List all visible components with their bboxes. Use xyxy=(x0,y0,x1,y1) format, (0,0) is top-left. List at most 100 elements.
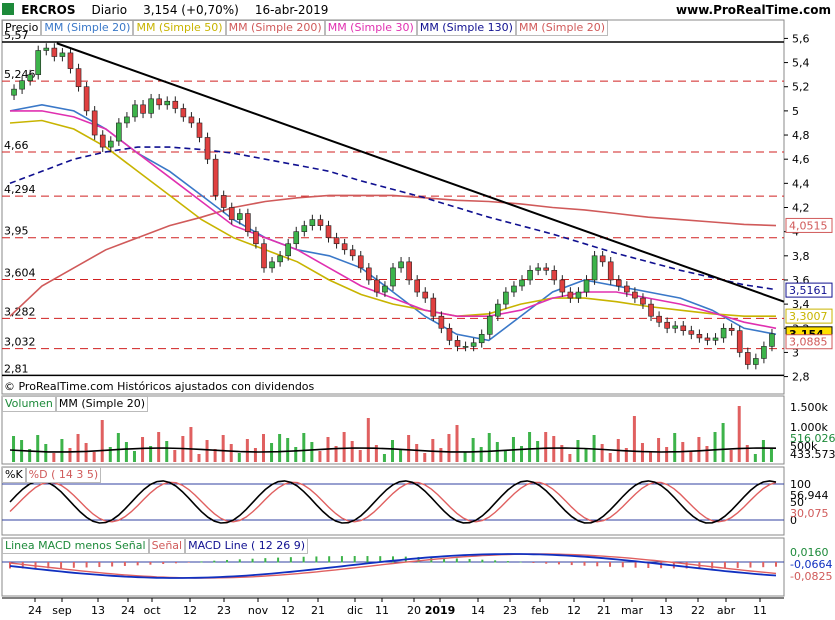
candle-body xyxy=(83,86,90,112)
candle-body xyxy=(753,358,759,365)
volume-bar xyxy=(737,406,741,462)
price-tag-label: 4,0515 xyxy=(789,219,828,232)
volume-bar xyxy=(84,443,88,462)
candle-body xyxy=(107,140,114,148)
candle-body xyxy=(688,330,695,335)
candle-body xyxy=(382,285,388,293)
volume-bar xyxy=(302,433,306,462)
macd-signal-legend-item[interactable]: Señal xyxy=(148,538,186,554)
macd-hist-bar xyxy=(60,562,63,569)
stoch-k-legend-item[interactable]: %K xyxy=(2,467,26,483)
macd-signal-line xyxy=(9,553,777,579)
volume-bar xyxy=(479,447,483,462)
candle-body xyxy=(51,47,58,57)
x-axis-label: 12 xyxy=(183,604,197,617)
candle-body xyxy=(704,337,711,341)
candle-body xyxy=(309,219,316,226)
macd-hist-bar xyxy=(264,558,267,563)
candle-body xyxy=(228,207,235,220)
candle-body xyxy=(204,137,211,160)
macd-tag: 0,0160 xyxy=(790,546,829,559)
moving-average-line xyxy=(9,194,777,317)
volume-bar xyxy=(568,454,572,462)
macd-hist-bar xyxy=(634,562,637,568)
macd-tag: -0,0825 xyxy=(790,570,832,583)
volume-bar xyxy=(221,435,225,462)
price-legend-item[interactable]: MM (Simple 130) xyxy=(416,20,516,36)
volume-bar xyxy=(632,416,636,462)
macd-hist-legend-item[interactable]: Linea MACD menos Señal xyxy=(2,538,149,554)
price-legend-item[interactable]: MM (Simple 200) xyxy=(225,20,325,36)
candle-body xyxy=(640,297,646,305)
macd-hist-bar xyxy=(519,561,522,563)
copyright-note: © ProRealTime.com Históricos ajustados c… xyxy=(4,380,315,393)
macd-hist-bar xyxy=(392,556,394,563)
macd-hist-bar xyxy=(353,556,356,563)
candle-body xyxy=(438,315,445,329)
volume-bar xyxy=(36,435,40,462)
volume-ma-legend-item[interactable]: MM (Simple 20) xyxy=(55,396,149,412)
candle-body xyxy=(495,303,501,317)
x-axis-label: 12 xyxy=(567,604,581,617)
volume-bar xyxy=(108,447,112,462)
period-label: Diario xyxy=(91,3,128,17)
volume-bar xyxy=(318,451,322,462)
volume-bar xyxy=(471,438,475,462)
volume-bar xyxy=(520,446,524,462)
macd-hist-bar xyxy=(749,562,752,568)
candle-body xyxy=(430,297,437,317)
candle-body xyxy=(519,279,525,287)
candle-body xyxy=(583,279,590,293)
moving-average-line xyxy=(10,110,777,330)
candle-body xyxy=(454,340,461,347)
candle-body xyxy=(624,285,630,293)
price-legend-item[interactable]: MM (Simple 20) xyxy=(515,20,609,36)
macd-hist-bar xyxy=(494,560,497,563)
candle-body xyxy=(744,352,751,365)
volume-bar xyxy=(149,446,153,462)
right-axis-label: 5,2 xyxy=(792,81,810,94)
macd-hist-bar xyxy=(660,562,663,569)
candle-body xyxy=(511,285,517,293)
price-tag xyxy=(785,334,833,350)
volume-bar xyxy=(447,434,451,462)
x-axis-label: 13 xyxy=(91,604,105,617)
stoch-tag: 30,075 xyxy=(790,507,829,520)
stoch-k-line xyxy=(9,480,777,524)
candle-body xyxy=(116,122,122,142)
price-panel-frame xyxy=(1,19,785,395)
price-tag-label: 3,3007 xyxy=(789,310,828,323)
volume-legend-item[interactable]: Volumen xyxy=(2,396,56,412)
x-axis-label: sep xyxy=(52,604,71,617)
macd-hist-bar xyxy=(379,556,382,563)
candle-body xyxy=(664,321,670,329)
candle-body xyxy=(414,279,420,293)
macd-line-legend-item[interactable]: MACD Line ( 12 26 9) xyxy=(185,538,309,554)
candle-body xyxy=(696,334,703,339)
macd-hist-bar xyxy=(226,559,229,563)
candle-body xyxy=(607,261,614,281)
site-label[interactable]: www.ProRealTime.com xyxy=(676,3,831,17)
volume-bar xyxy=(608,453,612,462)
macd-hist-bar xyxy=(596,562,599,567)
candle-body xyxy=(156,98,162,106)
level-label: 5,57 xyxy=(4,29,29,42)
volume-bar xyxy=(213,449,217,462)
macd-hist-bar xyxy=(340,556,343,563)
x-axis-label: abr xyxy=(717,604,736,617)
right-axis-label: 5,4 xyxy=(792,57,810,70)
volume-bar xyxy=(165,441,169,462)
stoch-axis-label: 100 xyxy=(790,478,811,491)
x-axis-label: 13 xyxy=(659,604,673,617)
price-label: 3,154 (+0,70%) xyxy=(143,3,239,17)
macd-hist-bar xyxy=(47,562,50,569)
volume-bar xyxy=(600,444,604,462)
stoch-d-legend-item[interactable]: %D ( 14 3 5) xyxy=(25,467,102,483)
volume-legend: Volumen MM (Simple 20) xyxy=(2,396,149,412)
macd-hist-bar xyxy=(506,561,509,563)
candle-body xyxy=(486,315,493,335)
macd-hist-bar xyxy=(200,561,203,563)
candle-body xyxy=(712,337,719,341)
volume-bar xyxy=(640,443,644,462)
macd-hist-bar xyxy=(85,562,88,568)
